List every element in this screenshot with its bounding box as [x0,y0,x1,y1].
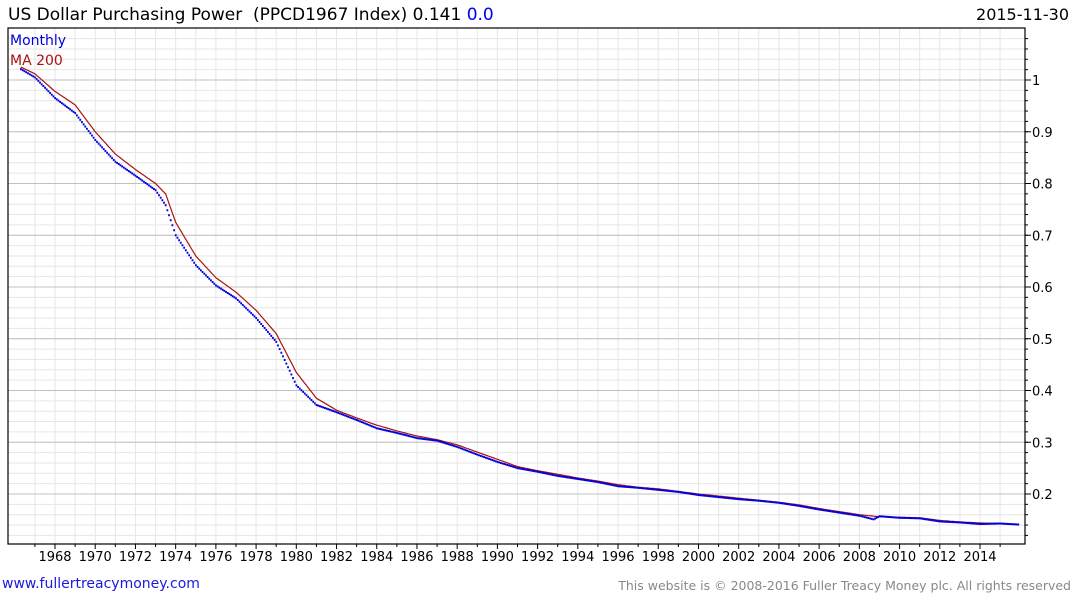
y-tick-label: 1 [1032,74,1040,89]
x-tick-label: 2006 [803,550,836,565]
x-tick-label: 1976 [199,550,232,565]
chart-title: US Dollar Purchasing Power (PPCD1967 Ind… [8,5,494,25]
y-tick-label: 0.2 [1032,488,1053,503]
y-tick-label: 0.4 [1032,385,1053,400]
x-tick-label: 1986 [400,550,433,565]
x-tick-label: 2010 [883,550,916,565]
x-tick-label: 1988 [441,550,474,565]
legend-monthly: Monthly [10,33,66,49]
plot-frame [7,27,1026,545]
y-tick-label: 0.6 [1032,281,1053,296]
x-tick-label: 1972 [119,550,152,565]
x-tick-label: 2000 [682,550,715,565]
x-tick-label: 1968 [38,550,71,565]
x-tick-label: 1990 [481,550,514,565]
ma200-line [20,66,1019,526]
x-tick-label: 1978 [240,550,273,565]
legend-ma200: MA 200 [10,53,63,69]
y-tick-label: 0.9 [1032,126,1053,141]
x-tick-label: 2008 [843,550,876,565]
change-value: 0.0 [466,5,494,25]
site-link[interactable]: www.fullertreacymoney.com [2,576,200,592]
x-tick-label: 1996 [601,550,634,565]
copyright-text: This website is © 2008-2016 Fuller Treac… [618,578,1071,593]
chart-date: 2015-11-30 [976,5,1069,24]
x-tick-label: 1998 [642,550,675,565]
x-tick-label: 2002 [722,550,755,565]
x-tick-label: 1970 [79,550,112,565]
x-tick-label: 1974 [159,550,192,565]
x-tick-label: 1984 [360,550,393,565]
x-tick-label: 2014 [963,550,996,565]
x-tick-label: 1980 [280,550,313,565]
monthly-series [20,68,1020,526]
y-tick-label: 0.5 [1032,333,1053,348]
y-tick-label: 0.8 [1032,178,1053,193]
y-tick-label: 0.3 [1032,436,1053,451]
y-tick-label: 0.7 [1032,229,1053,244]
x-tick-label: 2012 [923,550,956,565]
x-tick-label: 1992 [521,550,554,565]
title-text: US Dollar Purchasing Power (PPCD1967 Ind… [8,5,462,25]
x-tick-label: 1982 [320,550,353,565]
x-tick-label: 2004 [762,550,795,565]
x-tick-label: 1994 [561,550,594,565]
